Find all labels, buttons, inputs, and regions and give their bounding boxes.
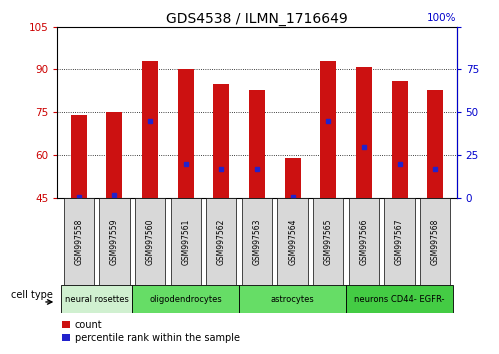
FancyBboxPatch shape xyxy=(171,198,201,285)
Bar xyxy=(346,285,453,313)
Bar xyxy=(239,285,346,313)
Bar xyxy=(320,61,336,198)
FancyBboxPatch shape xyxy=(135,198,165,285)
Bar xyxy=(132,285,239,313)
Bar xyxy=(61,285,132,313)
Text: neurons CD44- EGFR-: neurons CD44- EGFR- xyxy=(354,295,445,304)
FancyBboxPatch shape xyxy=(313,198,343,285)
Text: GSM997561: GSM997561 xyxy=(181,218,190,265)
FancyBboxPatch shape xyxy=(420,198,450,285)
FancyBboxPatch shape xyxy=(349,198,379,285)
Bar xyxy=(71,115,87,198)
Text: GSM997562: GSM997562 xyxy=(217,218,226,265)
FancyBboxPatch shape xyxy=(99,198,130,285)
Bar xyxy=(106,113,122,198)
Text: astrocytes: astrocytes xyxy=(271,295,314,304)
Bar xyxy=(249,90,265,198)
FancyBboxPatch shape xyxy=(384,198,415,285)
Bar xyxy=(178,69,194,198)
Text: GSM997567: GSM997567 xyxy=(395,218,404,265)
Bar xyxy=(142,61,158,198)
Text: GSM997560: GSM997560 xyxy=(146,218,155,265)
Bar xyxy=(284,158,300,198)
Title: GDS4538 / ILMN_1716649: GDS4538 / ILMN_1716649 xyxy=(166,12,348,25)
FancyBboxPatch shape xyxy=(242,198,272,285)
Bar xyxy=(356,67,372,198)
Text: GSM997565: GSM997565 xyxy=(324,218,333,265)
Text: neural rosettes: neural rosettes xyxy=(65,295,129,304)
Text: GSM997558: GSM997558 xyxy=(74,218,83,265)
Legend: count, percentile rank within the sample: count, percentile rank within the sample xyxy=(62,320,240,343)
Text: GSM997568: GSM997568 xyxy=(431,218,440,265)
Bar xyxy=(427,90,443,198)
Text: GSM997559: GSM997559 xyxy=(110,218,119,265)
Text: GSM997566: GSM997566 xyxy=(359,218,368,265)
FancyBboxPatch shape xyxy=(277,198,308,285)
Text: GSM997564: GSM997564 xyxy=(288,218,297,265)
FancyBboxPatch shape xyxy=(64,198,94,285)
Text: cell type: cell type xyxy=(10,290,52,300)
Bar xyxy=(392,81,408,198)
FancyBboxPatch shape xyxy=(206,198,237,285)
Text: oligodendrocytes: oligodendrocytes xyxy=(149,295,222,304)
Text: 100%: 100% xyxy=(427,13,457,23)
Bar xyxy=(214,84,230,198)
Text: GSM997563: GSM997563 xyxy=(252,218,261,265)
